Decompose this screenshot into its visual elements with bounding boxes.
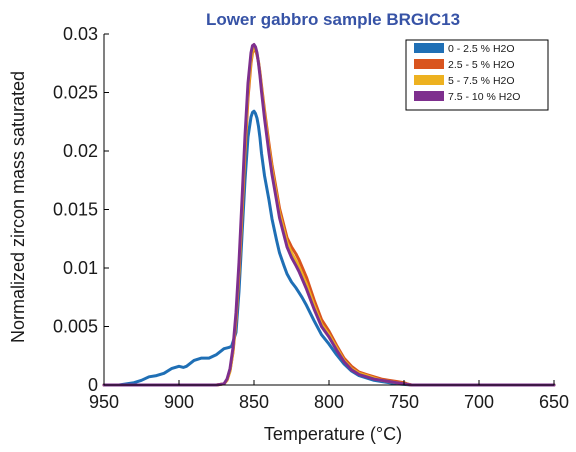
series-line-4	[102, 43, 556, 387]
legend-label-4: 7.5 - 10 % H2O	[448, 91, 520, 103]
legend-swatch-4	[414, 91, 444, 101]
y-tick-label: 0.005	[53, 317, 98, 337]
y-tick-label: 0.025	[53, 83, 98, 103]
x-tick-label: 950	[89, 392, 119, 412]
x-tick-label: 900	[164, 392, 194, 412]
x-tick-label: 750	[389, 392, 419, 412]
y-tick-label: 0.01	[63, 258, 98, 278]
legend-swatch-3	[414, 75, 444, 85]
x-axis-label: Temperature (°C)	[264, 424, 402, 444]
legend: 0 - 2.5 % H2O 2.5 - 5 % H2O 5 - 7.5 % H2O 7…	[405, 39, 549, 111]
y-tick-label: 0	[88, 375, 98, 395]
y-axis-label: Normalized zircon mass saturated	[8, 71, 28, 343]
series-line-1	[102, 109, 556, 387]
legend-label-1: 0 - 2.5 % H2O	[448, 43, 515, 55]
y-tick-label: 0.03	[63, 24, 98, 44]
x-tick-label: 700	[464, 392, 494, 412]
axes: 950 900 850 800 750 700 650 0 0.005 0.01 0.015 0.02…	[53, 24, 569, 412]
legend-swatch-2	[414, 59, 444, 69]
plot-area	[102, 43, 556, 387]
x-tick-label: 850	[239, 392, 269, 412]
x-tick-label: 800	[314, 392, 344, 412]
legend-label-2: 2.5 - 5 % H2O	[448, 59, 515, 71]
y-tick-label: 0.015	[53, 200, 98, 220]
legend-swatch-1	[414, 43, 444, 53]
chart-title: Lower gabbro sample BRGIC13	[206, 10, 460, 29]
x-tick-label: 650	[539, 392, 569, 412]
y-tick-label: 0.02	[63, 141, 98, 161]
legend-label-3: 5 - 7.5 % H2O	[448, 75, 515, 87]
